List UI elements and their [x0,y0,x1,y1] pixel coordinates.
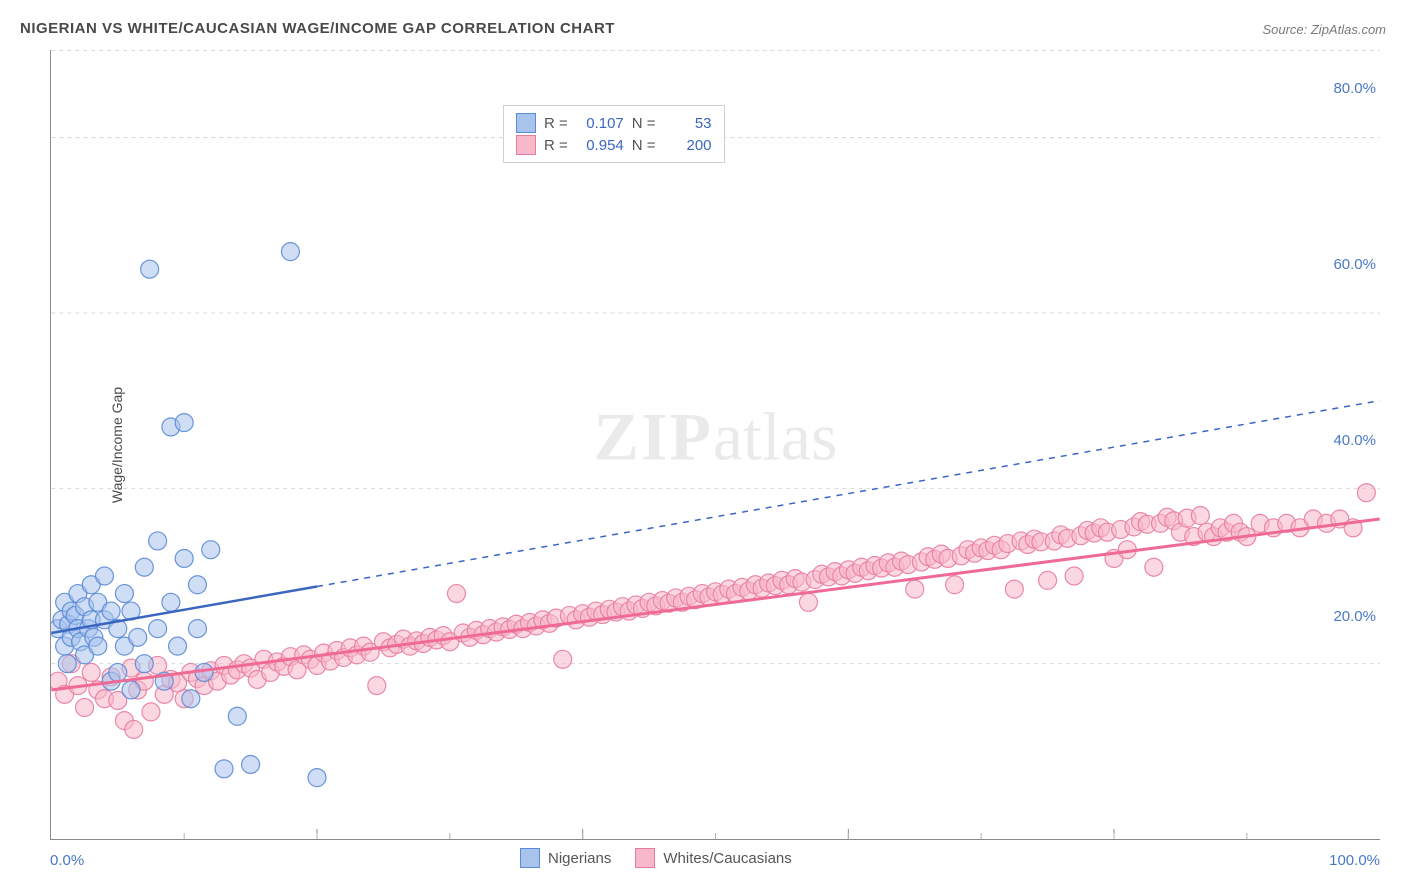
n-label: N = [632,115,656,132]
legend-swatch-pink [635,848,655,868]
legend-swatch-blue [520,848,540,868]
r-label: R = [544,137,568,154]
legend-item: Whites/Caucasians [635,848,791,868]
r-label: R = [544,115,568,132]
legend-stats: R = 0.107 N = 53 R = 0.954 N = 200 [503,105,725,163]
chart-title: NIGERIAN VS WHITE/CAUCASIAN WAGE/INCOME … [20,20,615,37]
plot-svg [51,50,1380,839]
plot-area: ZIPatlas Wage/Income Gap R = 0.107 N = 5… [50,50,1380,840]
x-axis-min-label: 0.0% [50,852,84,869]
legend-stats-row: R = 0.954 N = 200 [516,134,712,156]
r-value: 0.107 [576,115,624,132]
x-axis-max-label: 100.0% [1329,852,1380,869]
y-axis-tick-label: 20.0% [1333,608,1376,625]
legend-series: Nigerians Whites/Caucasians [520,848,792,868]
n-value: 53 [664,115,712,132]
legend-label: Whites/Caucasians [663,850,791,867]
n-value: 200 [664,137,712,154]
n-label: N = [632,137,656,154]
legend-item: Nigerians [520,848,611,868]
y-axis-tick-label: 60.0% [1333,256,1376,273]
legend-stats-row: R = 0.107 N = 53 [516,112,712,134]
chart-container: NIGERIAN VS WHITE/CAUCASIAN WAGE/INCOME … [0,0,1406,892]
legend-swatch-pink [516,135,536,155]
y-axis-tick-label: 40.0% [1333,432,1376,449]
y-axis-label: Wage/Income Gap [109,386,125,502]
legend-label: Nigerians [548,850,611,867]
legend-swatch-blue [516,113,536,133]
r-value: 0.954 [576,137,624,154]
y-axis-tick-label: 80.0% [1333,80,1376,97]
source-label: Source: ZipAtlas.com [1262,22,1386,37]
